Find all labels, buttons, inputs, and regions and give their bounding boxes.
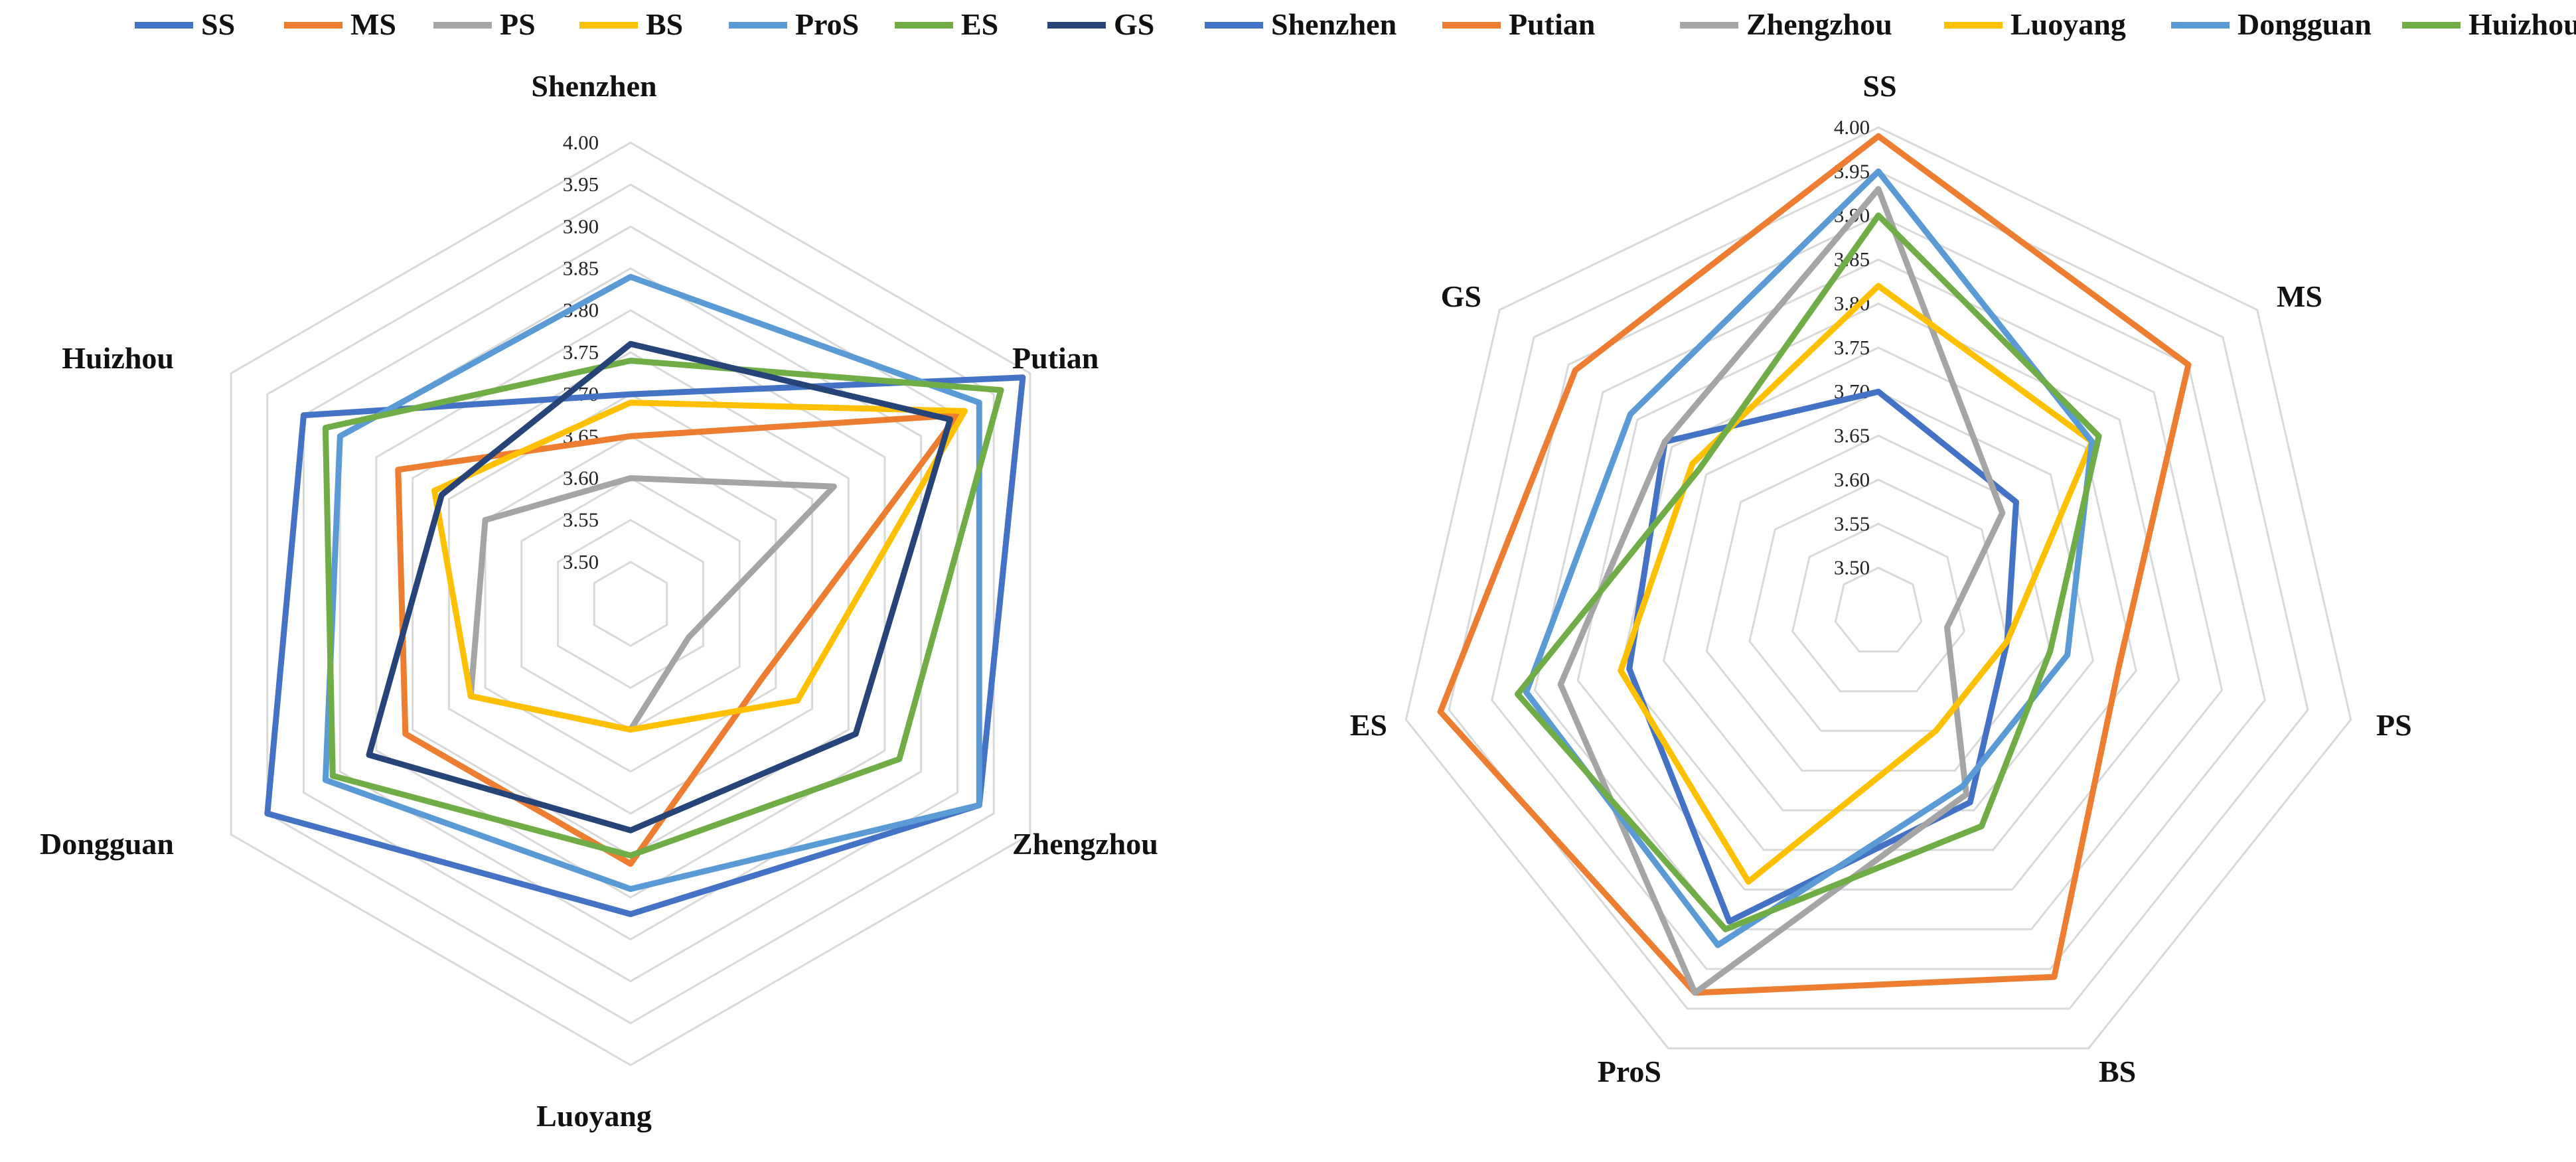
axis-tick-label: 3.55 — [1834, 512, 1870, 535]
grid-ring — [447, 393, 814, 815]
legend-item-ms: MS — [284, 7, 396, 41]
legend-label: Shenzhen — [1271, 7, 1397, 41]
legend-item-zhengzhou: Zhengzhou — [1680, 7, 1892, 41]
legend-item-ps: PS — [433, 7, 536, 41]
legend-label: Huizhou — [2468, 7, 2576, 41]
radar-grid — [230, 141, 1031, 1066]
grid-ring — [1834, 566, 1923, 653]
category-label-bs: BS — [2099, 1054, 2136, 1088]
legend-item-putian: Putian — [1442, 7, 1595, 41]
series-gs — [366, 340, 953, 834]
category-label-dongguan: Dongguan — [40, 827, 174, 861]
grid-ring — [1576, 302, 2180, 891]
category-label-gs: GS — [1441, 279, 1481, 313]
series-ps — [467, 475, 837, 733]
legend-label: BS — [646, 7, 683, 41]
legend-label: Zhengzhou — [1746, 7, 1892, 41]
legend-item-bs: BS — [579, 7, 683, 41]
axis-tick-label: 3.85 — [563, 257, 599, 280]
series-zhengzhou — [1557, 186, 2006, 996]
legend-label: ES — [961, 7, 998, 41]
legend-label: Putian — [1509, 7, 1595, 41]
legend-item-luoyang: Luoyang — [1944, 7, 2126, 41]
legend-label: PS — [500, 7, 536, 41]
category-label-pros: ProS — [1598, 1054, 1661, 1088]
axis-tick-label: 3.75 — [1834, 336, 1870, 359]
grid-ring — [593, 561, 668, 647]
grid-ring — [375, 309, 886, 899]
legend-item-dongguan: Dongguan — [2171, 7, 2372, 41]
legend: SS MS PS BS ProS ES GS — [135, 7, 1154, 41]
axis-tick-label: 3.90 — [563, 214, 599, 238]
category-label-es: ES — [1350, 708, 1387, 742]
axis-tick-label: 3.75 — [563, 340, 599, 364]
grid-ring — [1404, 126, 2352, 1050]
legend-label: GS — [1114, 7, 1154, 41]
category-label-ss: SS — [1862, 69, 1896, 103]
axis-tick-label: 3.50 — [1834, 556, 1870, 579]
series-ss — [264, 374, 1026, 917]
legend-item-shenzhen: Shenzhen — [1205, 7, 1397, 41]
legend-label: SS — [201, 7, 235, 41]
axis-tick-label: 3.55 — [563, 508, 599, 532]
radar-grid — [1404, 126, 2352, 1050]
axis-tick-label: 3.60 — [563, 467, 599, 490]
category-label-huizhou: Huizhou — [62, 341, 174, 375]
right-radar-chart: 3.503.553.603.653.703.753.803.853.903.95… — [1205, 7, 2576, 1088]
legend-label: MS — [350, 7, 396, 41]
legend-item-ss: SS — [135, 7, 235, 41]
grid-ring — [1791, 522, 1966, 693]
legend-label: Dongguan — [2237, 7, 2372, 41]
category-label-luoyang: Luoyang — [536, 1099, 652, 1133]
grid-ring — [266, 183, 995, 1025]
grid-ring — [1448, 170, 2309, 1010]
legend-label: Luoyang — [2010, 7, 2126, 41]
axis-tick-label: 4.00 — [563, 131, 599, 154]
legend-item-huizhou: Huizhou — [2402, 7, 2576, 41]
axis-tick-label: 3.65 — [1834, 424, 1870, 447]
legend-item-gs: GS — [1047, 7, 1154, 41]
grid-ring — [1662, 390, 2095, 812]
legend-label: ProS — [795, 7, 859, 41]
series-ms — [395, 412, 960, 867]
category-label-zhengzhou: Zhengzhou — [1012, 827, 1158, 861]
axis-tick-label: 3.60 — [1834, 468, 1870, 491]
series-es — [322, 358, 1004, 859]
legend-item-es: ES — [895, 7, 998, 41]
grid-ring — [230, 141, 1031, 1066]
series-putian — [1437, 133, 2192, 996]
grid-ring — [557, 518, 704, 690]
axis-tick-label: 4.00 — [1834, 115, 1870, 139]
grid-ring — [1533, 258, 2224, 930]
category-label-ps: PS — [2376, 708, 2412, 742]
legend-item-pros: ProS — [729, 7, 859, 41]
series-bs — [431, 399, 968, 733]
grid-ring — [520, 476, 741, 731]
left-radar-chart: 3.503.553.603.653.703.753.803.853.903.95… — [40, 7, 1158, 1133]
grid-ring — [1705, 434, 2052, 772]
axis-tick-label: 3.50 — [563, 550, 599, 573]
axis-tick-label: 3.95 — [563, 173, 599, 196]
series-huizhou — [1515, 212, 2102, 932]
series-luoyang — [1618, 283, 2095, 885]
category-label-ms: MS — [2277, 279, 2322, 313]
series-pros — [322, 273, 982, 893]
category-label-putian: Putian — [1012, 341, 1099, 375]
legend: Shenzhen Putian Zhengzhou Luoyang Dongguan Hu… — [1205, 7, 2576, 41]
category-label-shenzhen: Shenzhen — [531, 69, 656, 103]
